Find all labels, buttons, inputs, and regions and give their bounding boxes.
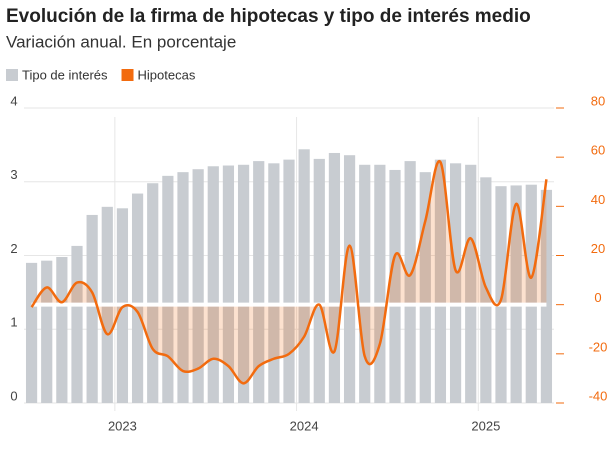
bar xyxy=(177,172,189,403)
y-tick-label: 4 xyxy=(10,93,17,108)
bar xyxy=(298,149,310,403)
bar xyxy=(147,183,159,403)
bar xyxy=(71,245,83,403)
bar xyxy=(510,185,522,403)
bar xyxy=(25,262,38,403)
x-tick-label: 2025 xyxy=(471,418,500,433)
bar xyxy=(268,163,280,403)
x-tick-label: 2024 xyxy=(290,418,319,433)
chart-subtitle: Variación anual. En porcentaje xyxy=(6,32,236,51)
bar xyxy=(495,186,507,403)
legend-swatch xyxy=(6,69,18,81)
y2-tick-label: -40 xyxy=(589,388,608,403)
y-tick-label: 2 xyxy=(10,241,17,256)
bar xyxy=(449,163,462,403)
y2-tick-label: 80 xyxy=(591,93,605,108)
line-area xyxy=(31,161,547,384)
bar xyxy=(374,164,386,403)
bar xyxy=(222,165,235,403)
bar xyxy=(207,166,219,403)
bar xyxy=(192,169,204,403)
y2-tick-label: 20 xyxy=(591,241,605,256)
bar xyxy=(359,164,371,403)
bar xyxy=(404,161,416,403)
y2-tick-label: 0 xyxy=(594,290,601,305)
bar xyxy=(41,260,53,403)
y2-tick-label: 40 xyxy=(591,192,605,207)
bar xyxy=(162,175,174,403)
bar xyxy=(465,164,477,403)
legend-label: Hipotecas xyxy=(138,67,196,82)
y-tick-label: 0 xyxy=(10,388,17,403)
bar xyxy=(313,158,325,403)
y-tick-label: 1 xyxy=(10,315,17,330)
bar xyxy=(56,256,68,403)
bar xyxy=(389,169,401,403)
legend-swatch xyxy=(121,69,134,81)
bar xyxy=(419,172,431,403)
bar xyxy=(328,152,341,403)
bar xyxy=(343,155,356,403)
bar xyxy=(434,159,447,403)
y2-tick-label: 60 xyxy=(591,143,605,158)
legend-label: Tipo de interés xyxy=(22,67,108,82)
chart-title: Evolución de la firma de hipotecas y tip… xyxy=(6,6,531,27)
bar xyxy=(525,184,537,403)
bar xyxy=(237,164,250,403)
bar xyxy=(131,193,144,403)
bar xyxy=(86,214,98,403)
bar xyxy=(283,159,295,403)
x-tick-label: 2023 xyxy=(108,418,137,433)
bar xyxy=(253,161,265,403)
bar xyxy=(540,189,553,403)
y2-tick-label: -20 xyxy=(589,339,608,354)
line xyxy=(30,160,548,385)
y-tick-label: 3 xyxy=(10,167,17,182)
